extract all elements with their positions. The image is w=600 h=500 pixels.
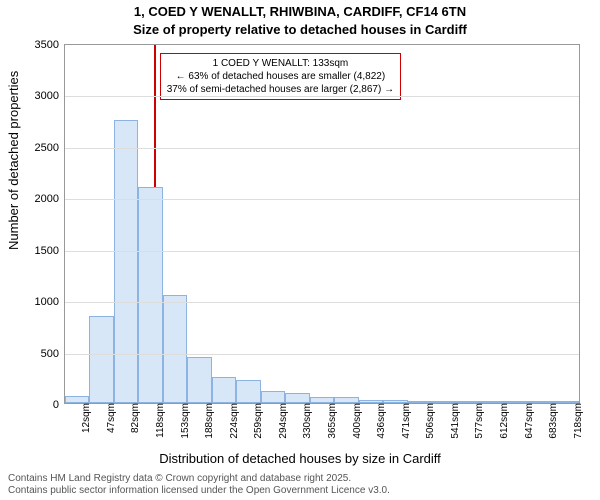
x-tick-label: 506sqm [421, 403, 436, 439]
histogram-bars-container [65, 45, 579, 403]
y-tick-label: 0 [25, 399, 65, 411]
y-tick-label: 3500 [25, 39, 65, 51]
x-tick-label: 400sqm [348, 403, 363, 439]
histogram-bar [163, 295, 187, 403]
x-tick-label: 647sqm [520, 403, 535, 439]
x-tick-label: 224sqm [225, 403, 240, 439]
x-tick-label: 188sqm [200, 403, 215, 439]
y-axis-label: Number of detached properties [6, 71, 21, 250]
histogram-bar [285, 393, 309, 403]
x-tick-label: 330sqm [298, 403, 313, 439]
x-tick-label: 294sqm [274, 403, 289, 439]
y-tick-label: 1000 [25, 296, 65, 308]
x-tick-label: 718sqm [569, 403, 584, 439]
x-tick-label: 118sqm [151, 403, 166, 438]
x-tick-label: 471sqm [397, 403, 412, 439]
x-tick-label: 365sqm [323, 403, 338, 439]
histogram-bar [89, 316, 113, 403]
property-size-histogram: 1, COED Y WENALLT, RHIWBINA, CARDIFF, CF… [0, 0, 600, 500]
grid-line [65, 96, 579, 97]
plot-area: 1 COED Y WENALLT: 133sqm ← 63% of detach… [64, 44, 580, 404]
x-tick-label: 153sqm [176, 403, 191, 439]
x-axis-label: Distribution of detached houses by size … [0, 451, 600, 466]
y-tick-label: 3000 [25, 90, 65, 102]
footer-attribution-1: Contains HM Land Registry data © Crown c… [8, 473, 351, 484]
grid-line [65, 148, 579, 149]
y-tick-label: 500 [25, 348, 65, 360]
x-tick-label: 259sqm [249, 403, 264, 439]
grid-line [65, 251, 579, 252]
histogram-bar [138, 187, 162, 403]
x-tick-label: 683sqm [544, 403, 559, 439]
x-tick-label: 82sqm [126, 403, 141, 433]
chart-title-address: 1, COED Y WENALLT, RHIWBINA, CARDIFF, CF… [0, 4, 600, 19]
x-tick-label: 577sqm [470, 403, 485, 439]
histogram-bar [65, 396, 89, 403]
x-tick-label: 12sqm [77, 403, 92, 433]
grid-line [65, 302, 579, 303]
histogram-bar [187, 357, 211, 403]
x-tick-label: 47sqm [102, 403, 117, 433]
chart-title-description: Size of property relative to detached ho… [0, 22, 600, 37]
histogram-bar [212, 377, 236, 403]
histogram-bar [261, 391, 285, 403]
x-tick-label: 612sqm [495, 403, 510, 439]
y-tick-label: 2000 [25, 193, 65, 205]
x-tick-label: 436sqm [372, 403, 387, 439]
histogram-bar [236, 380, 260, 403]
y-tick-label: 1500 [25, 245, 65, 257]
x-tick-label: 541sqm [446, 403, 461, 439]
grid-line [65, 354, 579, 355]
footer-attribution-2: Contains public sector information licen… [8, 485, 390, 496]
y-tick-label: 2500 [25, 142, 65, 154]
histogram-bar [114, 120, 138, 403]
grid-line [65, 199, 579, 200]
